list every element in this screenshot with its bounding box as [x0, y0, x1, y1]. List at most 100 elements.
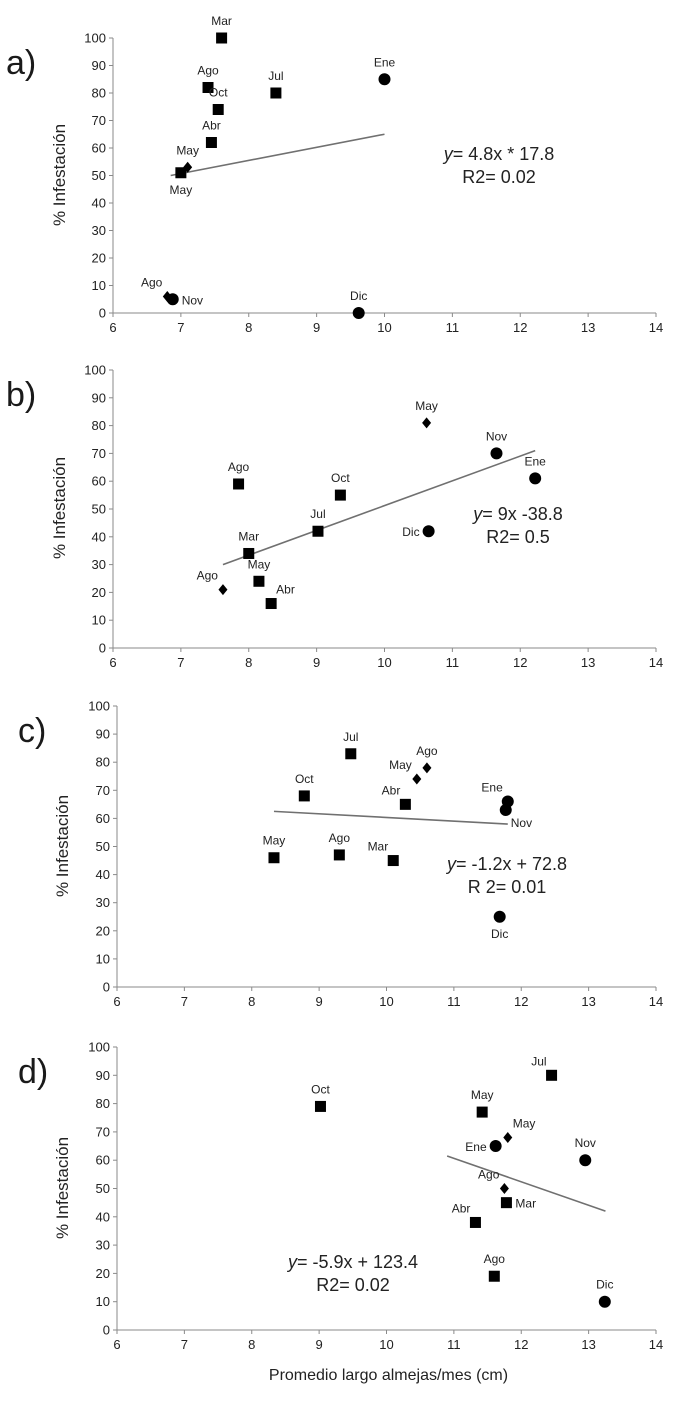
data-point-square — [270, 87, 282, 99]
data-point-label: Oct — [209, 86, 228, 100]
data-point-label: May — [389, 758, 412, 772]
panel-letter: b) — [6, 376, 36, 414]
data-point-label: May — [263, 834, 286, 848]
x-tick-label: 11 — [446, 320, 460, 335]
y-tick-label: 100 — [88, 699, 110, 714]
y-tick-label: 40 — [96, 1209, 110, 1224]
y-tick-label: 10 — [96, 1294, 110, 1309]
data-point-label: Nov — [486, 429, 507, 443]
data-point-label: Ago — [197, 64, 219, 78]
y-tick-label: 70 — [96, 1124, 110, 1139]
data-point-label: Mar — [238, 529, 259, 543]
y-tick-label: 90 — [92, 58, 106, 73]
data-point-label: May — [471, 1088, 494, 1102]
y-tick-label: 0 — [99, 306, 106, 321]
panel-letter: a) — [6, 44, 36, 82]
data-point-label: Abr — [382, 783, 401, 797]
x-tick-label: 13 — [581, 994, 595, 1009]
x-tick-label: 9 — [316, 1337, 323, 1352]
x-tick-label: 6 — [109, 320, 116, 335]
x-tick-label: 11 — [446, 655, 460, 670]
data-point-label: Oct — [295, 772, 314, 786]
x-tick-label: 9 — [313, 655, 320, 670]
regression-equation: y= 9x -38.8 — [471, 504, 563, 524]
x-tick-label: 8 — [245, 320, 252, 335]
y-tick-label: 80 — [96, 755, 110, 770]
data-point-square — [216, 32, 228, 44]
y-tick-label: 30 — [96, 1238, 110, 1253]
data-point-circle — [489, 1140, 502, 1153]
y-tick-label: 80 — [96, 1096, 110, 1111]
data-point-label: Abr — [276, 583, 295, 597]
data-point-circle — [378, 73, 391, 86]
y-tick-label: 10 — [92, 278, 106, 293]
data-point-label: Dic — [596, 1278, 613, 1292]
data-point-circle — [490, 447, 503, 460]
data-point-label: Abr — [202, 119, 221, 133]
trendline — [170, 133, 385, 177]
x-tick-label: 9 — [316, 994, 323, 1009]
data-point-square — [233, 478, 245, 490]
data-point-label: Jul — [531, 1054, 546, 1068]
x-tick-label: 8 — [248, 1337, 255, 1352]
data-point-label: Ago — [484, 1252, 506, 1266]
x-tick-label: 13 — [581, 320, 595, 335]
x-tick-label: 11 — [447, 994, 461, 1009]
data-point-label: Abr — [452, 1201, 471, 1215]
data-point-square — [500, 1197, 512, 1209]
data-point-label: Ago — [228, 460, 250, 474]
y-tick-label: 20 — [92, 251, 106, 266]
y-tick-label: 40 — [92, 529, 106, 544]
y-tick-label: 0 — [99, 641, 106, 656]
x-axis-label: Promedio largo almejas/mes (cm) — [269, 1367, 508, 1384]
y-tick-label: 100 — [84, 31, 106, 46]
y-tick-label: 60 — [96, 1153, 110, 1168]
x-tick-label: 6 — [113, 1337, 120, 1352]
data-point-label: Nov — [182, 293, 203, 307]
x-tick-label: 10 — [377, 655, 391, 670]
data-point-square — [314, 1100, 326, 1112]
data-point-diamond — [422, 762, 432, 774]
data-point-label: May — [415, 399, 438, 413]
data-point-square — [202, 82, 214, 93]
x-tick-label: 13 — [581, 1337, 595, 1352]
y-tick-label: 0 — [103, 1323, 110, 1338]
y-tick-label: 80 — [92, 86, 106, 101]
y-tick-label: 40 — [92, 196, 106, 211]
trendline — [222, 449, 536, 566]
data-point-label: Jul — [268, 69, 283, 83]
x-tick-label: 12 — [513, 655, 527, 670]
data-point-circle — [529, 472, 542, 485]
x-tick-label: 6 — [113, 994, 120, 1009]
x-tick-label: 14 — [649, 994, 663, 1009]
data-point-label: Ago — [329, 831, 351, 845]
data-point-label: Mar — [368, 840, 389, 854]
data-point-square — [298, 790, 310, 802]
data-point-circle — [493, 910, 506, 923]
panel-letter: d) — [18, 1053, 48, 1091]
y-tick-label: 30 — [92, 223, 106, 238]
x-tick-label: 12 — [514, 994, 528, 1009]
data-point-diamond — [412, 773, 422, 785]
data-point-square — [265, 598, 277, 610]
data-point-label: Nov — [575, 1136, 596, 1150]
y-tick-label: 50 — [92, 168, 106, 183]
trendline — [446, 1155, 606, 1212]
y-tick-label: 50 — [96, 1181, 110, 1196]
data-point-square — [399, 798, 411, 810]
y-tick-label: 40 — [96, 867, 110, 882]
y-tick-label: 100 — [84, 363, 106, 378]
data-point-label: May — [513, 1117, 536, 1131]
data-point-label: May — [170, 183, 193, 197]
data-point-label: Ene — [465, 1140, 487, 1154]
data-point-diamond — [422, 417, 432, 429]
x-tick-label: 9 — [313, 320, 320, 335]
r-squared: R 2= 0.01 — [468, 877, 547, 897]
data-point-square — [268, 852, 280, 864]
data-point-label: May — [248, 557, 271, 571]
y-tick-label: 0 — [103, 980, 110, 995]
data-point-square — [212, 104, 224, 115]
data-point-square — [243, 547, 255, 559]
data-point-diamond — [503, 1132, 513, 1144]
